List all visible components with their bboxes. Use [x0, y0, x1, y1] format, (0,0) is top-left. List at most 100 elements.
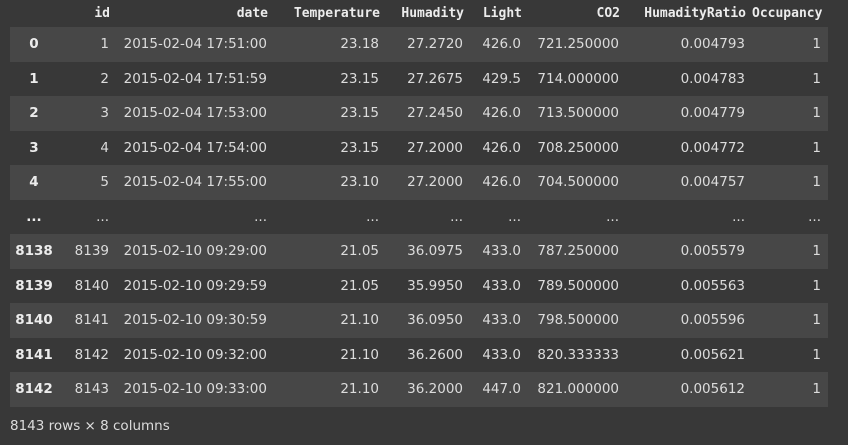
cell-id: 8139: [74, 243, 109, 260]
column-header-occupancy: Occupancy: [752, 6, 823, 21]
cell-humadityratio: 0.005596: [680, 312, 745, 329]
row-index: 1: [29, 70, 39, 87]
cell-temperature: 21.10: [340, 381, 379, 398]
cell-occupancy: 1: [812, 243, 821, 260]
cell-date: ...: [254, 208, 267, 225]
cell-light: 426.0: [482, 105, 521, 122]
cell-humadity: 27.2675: [407, 70, 463, 87]
row-index: 3: [29, 139, 39, 156]
row-index: ...: [26, 208, 42, 225]
cell-co2: ...: [606, 208, 619, 225]
cell-temperature: 23.15: [340, 105, 379, 122]
cell-humadity: 27.2000: [407, 139, 463, 156]
cell-occupancy: ...: [808, 208, 821, 225]
cell-humadityratio: 0.004779: [680, 105, 745, 122]
table-row: 4 5 2015-02-04 17:55:00 23.10 27.2000 426.0 70…: [10, 165, 828, 200]
cell-id: 4: [100, 139, 109, 156]
shape-summary: 8143 rows × 8 columns: [10, 418, 170, 434]
row-index: 8142: [15, 381, 53, 398]
row-index: 8140: [15, 312, 53, 329]
cell-date: 2015-02-04 17:55:00: [123, 174, 267, 191]
cell-co2: 798.500000: [537, 312, 619, 329]
cell-temperature: 21.10: [340, 312, 379, 329]
cell-co2: 789.500000: [537, 277, 619, 294]
cell-date: 2015-02-04 17:51:59: [123, 70, 267, 87]
cell-humadity: 35.9950: [407, 277, 463, 294]
cell-occupancy: 1: [812, 346, 821, 363]
cell-occupancy: 1: [812, 70, 821, 87]
cell-occupancy: 1: [812, 139, 821, 156]
row-index: 8138: [15, 243, 53, 260]
cell-temperature: 23.10: [340, 174, 379, 191]
cell-id: 8142: [74, 346, 109, 363]
table-row: 8139 8140 2015-02-10 09:29:59 21.05 35.9950 4…: [10, 268, 828, 303]
cell-date: 2015-02-04 17:53:00: [123, 105, 267, 122]
table-body: 0 1 2015-02-04 17:51:00 23.18 27.2720 426.0 72…: [10, 27, 828, 407]
header-row: id date Temperature Humadity Light CO2 H…: [10, 0, 828, 27]
cell-humadityratio: 0.005621: [680, 346, 745, 363]
cell-id: 8140: [74, 277, 109, 294]
cell-temperature: 23.15: [340, 70, 379, 87]
dataframe-table: id date Temperature Humadity Light CO2 H…: [10, 0, 828, 407]
cell-date: 2015-02-04 17:54:00: [123, 139, 267, 156]
cell-humadityratio: 0.004772: [680, 139, 745, 156]
cell-temperature: 21.10: [340, 346, 379, 363]
cell-date: 2015-02-10 09:32:00: [123, 346, 267, 363]
cell-light: 433.0: [482, 346, 521, 363]
cell-occupancy: 1: [812, 174, 821, 191]
cell-date: 2015-02-10 09:29:00: [123, 243, 267, 260]
cell-occupancy: 1: [812, 312, 821, 329]
column-header-humadity: Humadity: [401, 6, 464, 21]
cell-date: 2015-02-04 17:51:00: [123, 36, 267, 53]
cell-co2: 713.500000: [537, 105, 619, 122]
cell-co2: 787.250000: [537, 243, 619, 260]
cell-occupancy: 1: [812, 381, 821, 398]
cell-date: 2015-02-10 09:33:00: [123, 381, 267, 398]
table-row: 8141 8142 2015-02-10 09:32:00 21.10 36.2600 4…: [10, 337, 828, 372]
cell-humadityratio: 0.005612: [680, 381, 745, 398]
cell-humadityratio: 0.005579: [680, 243, 745, 260]
cell-temperature: 23.18: [340, 36, 379, 53]
cell-id: 8141: [74, 312, 109, 329]
row-index: 8139: [15, 277, 53, 294]
cell-light: 426.0: [482, 174, 521, 191]
cell-light: 433.0: [482, 243, 521, 260]
cell-humadity: 36.0975: [407, 243, 463, 260]
column-header-co2: CO2: [596, 6, 620, 21]
table-row: 8138 8139 2015-02-10 09:29:00 21.05 36.0975 4…: [10, 234, 828, 269]
cell-humadity: ...: [450, 208, 463, 225]
cell-humadity: 27.2000: [407, 174, 463, 191]
table-row: ...........................: [10, 199, 828, 234]
table-row: 2 3 2015-02-04 17:53:00 23.15 27.2450 426.0 71…: [10, 96, 828, 131]
cell-date: 2015-02-10 09:30:59: [123, 312, 267, 329]
cell-id: ...: [96, 208, 109, 225]
cell-humadityratio: 0.004783: [680, 70, 745, 87]
column-header-date: date: [236, 6, 268, 21]
cell-humadity: 36.0950: [407, 312, 463, 329]
column-header-light: Light: [482, 6, 522, 21]
cell-humadity: 36.2600: [407, 346, 463, 363]
cell-humadityratio: 0.004757: [680, 174, 745, 191]
cell-light: 433.0: [482, 312, 521, 329]
cell-co2: 704.500000: [537, 174, 619, 191]
cell-humadityratio: 0.005563: [680, 277, 745, 294]
cell-occupancy: 1: [812, 277, 821, 294]
cell-occupancy: 1: [812, 36, 821, 53]
row-index: 0: [29, 36, 39, 53]
cell-temperature: 21.05: [340, 243, 379, 260]
cell-co2: 821.000000: [537, 381, 619, 398]
cell-id: 3: [100, 105, 109, 122]
cell-id: 8143: [74, 381, 109, 398]
cell-id: 1: [100, 36, 109, 53]
cell-id: 2: [100, 70, 109, 87]
cell-humadity: 27.2450: [407, 105, 463, 122]
cell-light: 447.0: [482, 381, 521, 398]
cell-light: ...: [508, 208, 521, 225]
cell-co2: 708.250000: [537, 139, 619, 156]
column-header-temperature: Temperature: [293, 6, 380, 21]
cell-co2: 714.000000: [537, 70, 619, 87]
cell-temperature: 21.05: [340, 277, 379, 294]
index-header: [10, 0, 58, 27]
table-row: 3 4 2015-02-04 17:54:00 23.15 27.2000 426.0 70…: [10, 130, 828, 165]
cell-humadity: 36.2000: [407, 381, 463, 398]
